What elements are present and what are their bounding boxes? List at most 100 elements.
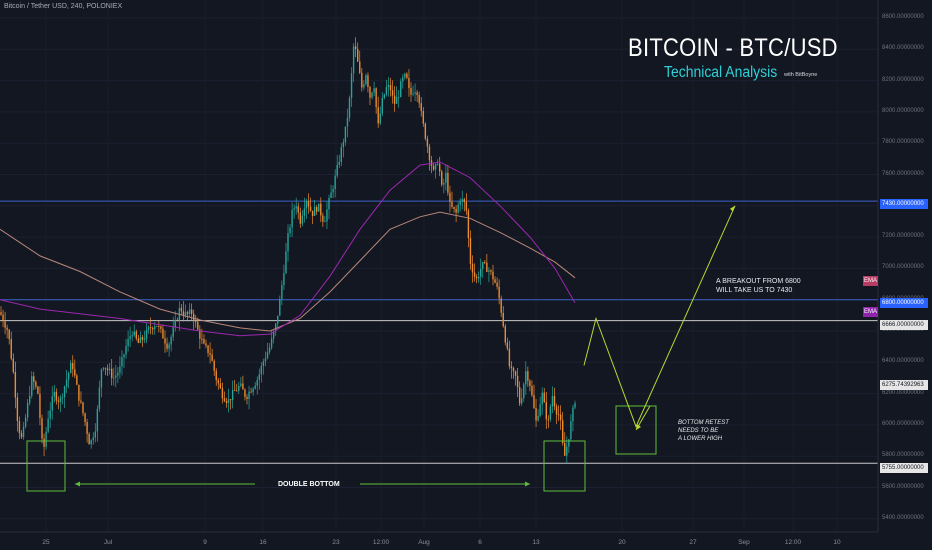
candle-body [566, 446, 568, 456]
candle-body [508, 348, 511, 367]
candle-body [381, 97, 383, 114]
candle-body [412, 93, 414, 95]
candle-body [143, 338, 146, 340]
candle-body [221, 387, 224, 399]
candle-body [119, 366, 121, 373]
candle-body [297, 206, 299, 213]
candle-body [395, 97, 398, 104]
candle-body [324, 221, 326, 223]
candle-body [463, 199, 465, 202]
candle-body [26, 402, 29, 418]
price-axis-label: 5400.00000000 [882, 514, 924, 521]
price-axis-label: 5800.00000000 [882, 452, 924, 459]
candle-body [527, 371, 529, 381]
candle-body [285, 251, 287, 274]
candle-body [82, 402, 84, 414]
candle-body [70, 363, 72, 374]
price-axis-label: 6200.00000000 [882, 389, 924, 396]
candle-body [373, 88, 375, 93]
candle-body [2, 314, 4, 322]
candle-body [342, 142, 345, 148]
candle-body [90, 440, 92, 445]
price-tag-6666: 6666.00000000 [880, 320, 928, 330]
candle-body [43, 438, 45, 447]
candle-body [234, 389, 236, 391]
candle-body [420, 103, 422, 112]
candle-body [225, 400, 228, 403]
time-axis-label: Aug [418, 539, 430, 546]
candle-body [367, 75, 369, 88]
candle-body [426, 138, 429, 147]
candle-body [365, 75, 367, 85]
candle-body [326, 209, 328, 222]
candle-body [106, 368, 109, 371]
candle-body [131, 335, 133, 337]
candle-body [113, 377, 115, 379]
candle-body [24, 417, 27, 427]
candle-body [252, 388, 254, 393]
candle-body [361, 72, 363, 88]
candle-body [86, 422, 88, 434]
candle-body [469, 238, 472, 264]
candle-body [461, 199, 463, 202]
candle-body [33, 376, 35, 382]
candle-body [94, 431, 96, 438]
candle-body [482, 262, 484, 269]
candle-body [193, 313, 195, 321]
ema-slow-tag: EMA [863, 276, 878, 286]
candle-body [383, 94, 386, 98]
candle-body [174, 319, 176, 328]
forecast-path [583, 205, 736, 428]
candle-body [74, 369, 76, 376]
candle-body [379, 113, 381, 124]
candle-body [451, 201, 453, 207]
candle-body [537, 415, 539, 421]
candle-body [211, 354, 213, 361]
candle-body [264, 358, 267, 362]
candle-body [195, 320, 197, 322]
candle-body [102, 367, 105, 370]
candle-body [240, 383, 242, 386]
price-axis-label: 8600.00000000 [882, 14, 924, 20]
candle-body [31, 376, 33, 396]
candle-body [108, 368, 111, 371]
candle-body [186, 312, 189, 314]
ema-slow-line [0, 211, 576, 332]
price-tag-7430: 7430.00000000 [880, 199, 928, 209]
candle-body [162, 328, 164, 339]
candle-body [393, 95, 396, 104]
candle-body [404, 73, 406, 78]
drawing-tools [26, 205, 736, 492]
candle-body [549, 406, 552, 420]
candle-body [248, 391, 250, 399]
candle-body [121, 357, 123, 367]
candle-body [231, 389, 234, 401]
candlestick-series [0, 37, 576, 463]
candle-body [354, 46, 357, 50]
breakout-annotation: A BREAKOUT FROM 6800 WILL TAKE US TO 743… [716, 278, 801, 294]
candle-body [39, 393, 41, 419]
candle-body [145, 329, 148, 339]
candle-body [516, 375, 519, 388]
candle-body [22, 426, 25, 438]
candle-body [47, 418, 49, 432]
candle-body [398, 96, 400, 98]
candle-body [156, 326, 158, 327]
candle-body [301, 215, 304, 224]
candle-body [152, 328, 154, 330]
candle-body [307, 201, 310, 207]
time-axis-label: 12:00 [784, 539, 802, 546]
arrow-head-left [75, 481, 80, 487]
candle-body [480, 268, 482, 277]
candle-body [256, 379, 258, 386]
candle-body [514, 371, 517, 376]
candle-body [457, 204, 459, 213]
candle-body [416, 92, 418, 96]
candle-body [295, 206, 297, 209]
candle-body [447, 172, 449, 193]
time-axis-label: 27 [689, 539, 697, 546]
candle-body [35, 381, 37, 387]
candle-body [434, 164, 437, 170]
candle-body [334, 175, 336, 189]
